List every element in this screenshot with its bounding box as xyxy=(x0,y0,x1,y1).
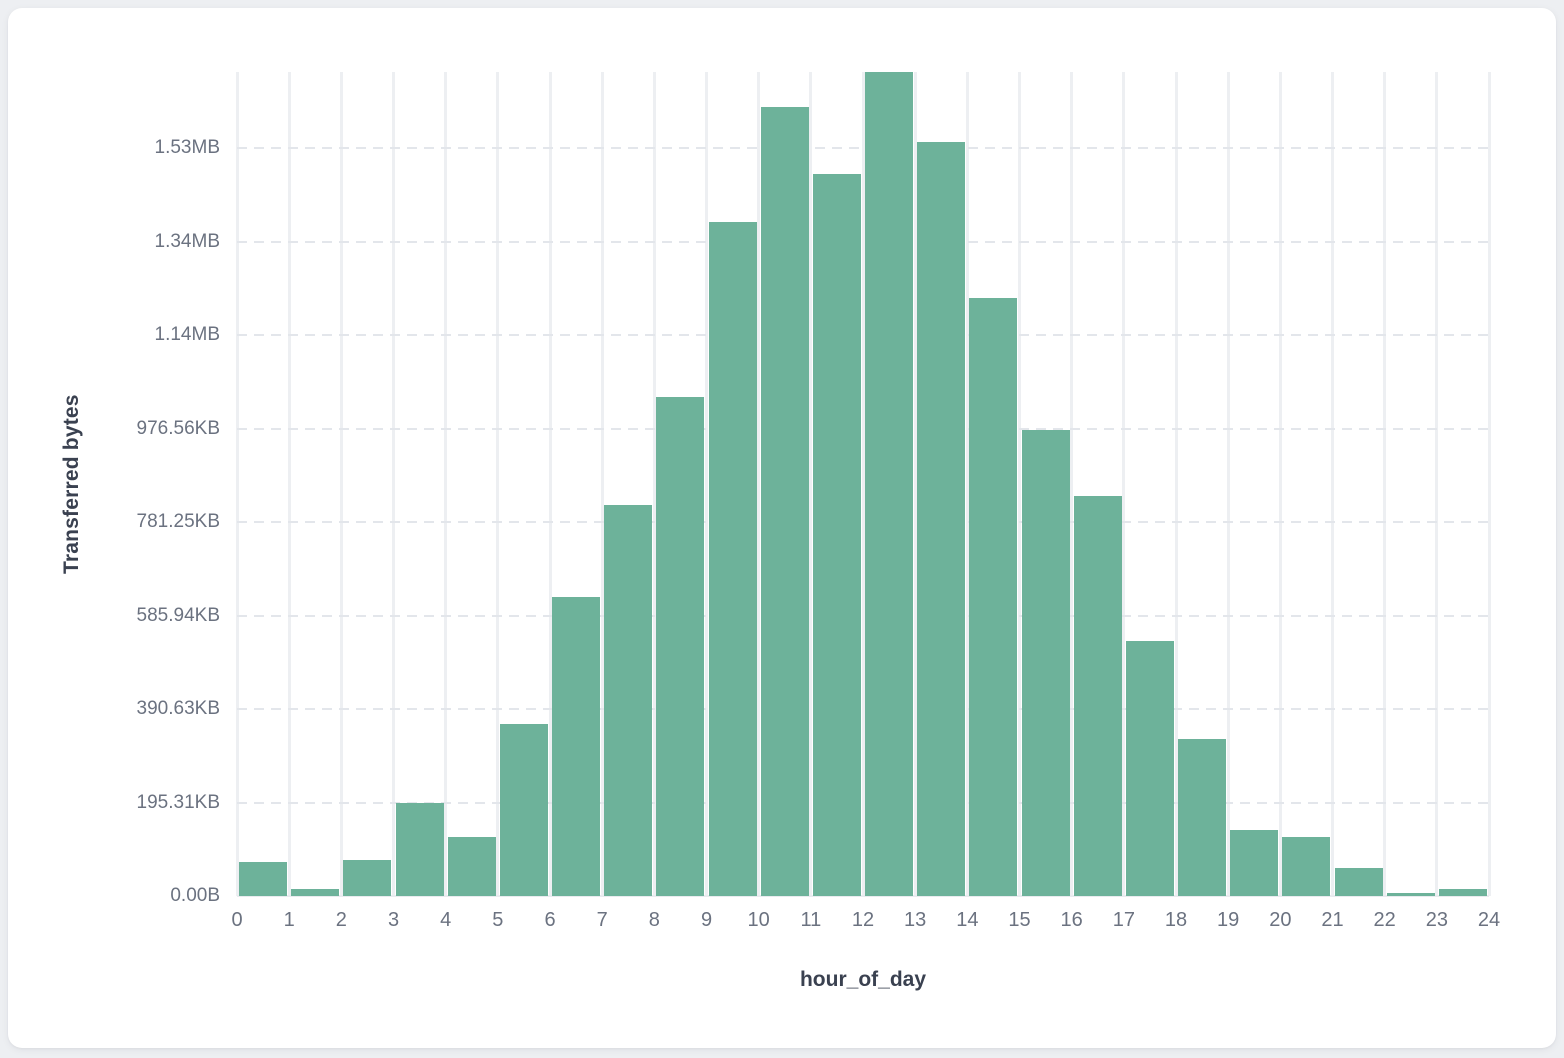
histogram-bar[interactable] xyxy=(1073,495,1122,896)
vertical-gridline xyxy=(1174,72,1178,896)
vertical-gridline xyxy=(757,72,761,896)
histogram-bar[interactable] xyxy=(1125,640,1174,896)
vertical-gridline xyxy=(913,72,917,896)
vertical-gridline xyxy=(1018,72,1021,896)
dashed-gridline xyxy=(237,334,1489,337)
vertical-gridline xyxy=(1331,72,1334,896)
y-tick-label: 585.94KB xyxy=(136,604,220,626)
x-tick-label: 22 xyxy=(1373,909,1396,931)
histogram-bar[interactable] xyxy=(1230,830,1279,896)
y-tick-label: 0.00B xyxy=(170,885,220,906)
dashed-gridline xyxy=(237,427,1489,430)
x-tick-label: 21 xyxy=(1321,909,1344,931)
x-tick-label: 12 xyxy=(851,909,875,931)
x-tick-label: 5 xyxy=(492,909,504,931)
histogram-bar[interactable] xyxy=(604,505,653,896)
vertical-gridline xyxy=(600,72,604,896)
vertical-gridline xyxy=(339,72,343,896)
vertical-gridline xyxy=(809,72,813,896)
x-tick-label: 3 xyxy=(387,909,400,931)
vertical-gridline xyxy=(287,72,291,896)
x-tick-label: 7 xyxy=(596,909,608,931)
vertical-gridline xyxy=(392,72,395,896)
dashed-gridline xyxy=(237,801,1489,804)
histogram-bar[interactable] xyxy=(656,397,705,896)
vertical-gridline xyxy=(496,72,500,896)
vertical-gridline xyxy=(1226,72,1230,896)
x-tick-label: 6 xyxy=(544,909,556,931)
x-axis-baseline xyxy=(237,895,1489,897)
y-tick-label: 390.63KB xyxy=(136,698,220,720)
x-tick-label: 24 xyxy=(1477,909,1501,931)
histogram-bar[interactable] xyxy=(499,724,548,896)
histogram-bar[interactable] xyxy=(1386,892,1435,896)
histogram-bar[interactable] xyxy=(760,107,809,896)
histogram-bar[interactable] xyxy=(239,861,288,896)
histogram-bar[interactable] xyxy=(395,803,444,896)
vertical-gridline xyxy=(548,72,552,896)
x-tick-label: 14 xyxy=(956,909,979,931)
histogram-bar[interactable] xyxy=(343,860,392,896)
x-tick-label: 23 xyxy=(1425,909,1448,931)
vertical-gridline xyxy=(705,72,708,896)
vertical-gridline xyxy=(861,72,865,896)
x-tick-label: 16 xyxy=(1060,909,1083,931)
histogram-bar[interactable] xyxy=(1178,738,1227,896)
histogram-bar[interactable] xyxy=(1334,867,1383,896)
x-axis-tick-labels: 0 1 2 3 4 5 6 7 8 9 10 11 12 13 14 15 16 17 18 19 20 21 22 23 24 xyxy=(231,904,1500,936)
y-tick-label: 1.14MB xyxy=(154,324,220,346)
vertical-gridline xyxy=(444,72,448,896)
x-tick-label: 15 xyxy=(1008,909,1031,931)
y-tick-label: 1.34MB xyxy=(154,230,220,252)
x-tick-label: 13 xyxy=(904,909,927,931)
histogram-bar[interactable] xyxy=(447,837,496,896)
x-tick-label: 11 xyxy=(800,909,822,931)
histogram-bar[interactable] xyxy=(969,298,1018,896)
vertical-gridline xyxy=(235,72,239,896)
vertical-gridline xyxy=(965,72,969,896)
histogram-bar[interactable] xyxy=(812,174,861,896)
vertical-gridline xyxy=(1070,72,1074,896)
histogram-bar[interactable] xyxy=(1438,889,1487,896)
histogram-bar[interactable] xyxy=(1282,837,1331,896)
y-tick-label: 976.56KB xyxy=(136,417,220,439)
x-tick-label: 4 xyxy=(440,909,452,931)
y-axis-tick-labels: 0.00B 195.31KB 390.63KB 585.94KB 781.25KB 976… xyxy=(8,72,220,906)
histogram-bar[interactable] xyxy=(552,596,601,896)
histogram-bar[interactable] xyxy=(1021,430,1070,896)
plot-area xyxy=(235,72,1491,897)
vertical-gridline xyxy=(1278,72,1282,896)
vertical-gridline xyxy=(1122,72,1126,896)
x-axis-title: hour_of_day xyxy=(799,968,927,991)
x-tick-label: 10 xyxy=(747,909,770,931)
x-tick-label: 17 xyxy=(1112,909,1135,931)
x-tick-label: 20 xyxy=(1269,909,1292,931)
histogram-bar[interactable] xyxy=(917,141,966,896)
dashed-gridline xyxy=(237,614,1489,617)
x-tick-label: 8 xyxy=(648,909,660,931)
y-tick-label: 1.53MB xyxy=(154,137,220,159)
histogram-bar[interactable] xyxy=(865,72,914,896)
y-tick-label: 781.25KB xyxy=(136,511,220,533)
vertical-gridline xyxy=(1383,72,1387,896)
x-tick-label: 0 xyxy=(231,909,243,931)
dashed-gridline xyxy=(237,521,1489,524)
chart-card: Transferred bytes 0.00B 195.31KB 390.63KB 5… xyxy=(8,8,1556,1048)
y-tick-label: 195.31KB xyxy=(136,791,220,813)
vertical-gridline xyxy=(1487,72,1491,896)
x-tick-label: 2 xyxy=(335,909,347,931)
dashed-gridline xyxy=(237,240,1489,243)
vertical-gridline xyxy=(652,72,656,896)
x-tick-label: 9 xyxy=(700,909,713,931)
x-tick-label: 18 xyxy=(1164,909,1188,931)
histogram-bar[interactable] xyxy=(291,888,340,896)
dashed-gridline xyxy=(237,147,1489,150)
histogram-bar[interactable] xyxy=(708,222,757,896)
vertical-gridline xyxy=(1435,72,1439,896)
dashed-gridline xyxy=(237,708,1489,711)
x-tick-label: 1 xyxy=(283,909,295,931)
x-tick-label: 19 xyxy=(1217,909,1240,931)
